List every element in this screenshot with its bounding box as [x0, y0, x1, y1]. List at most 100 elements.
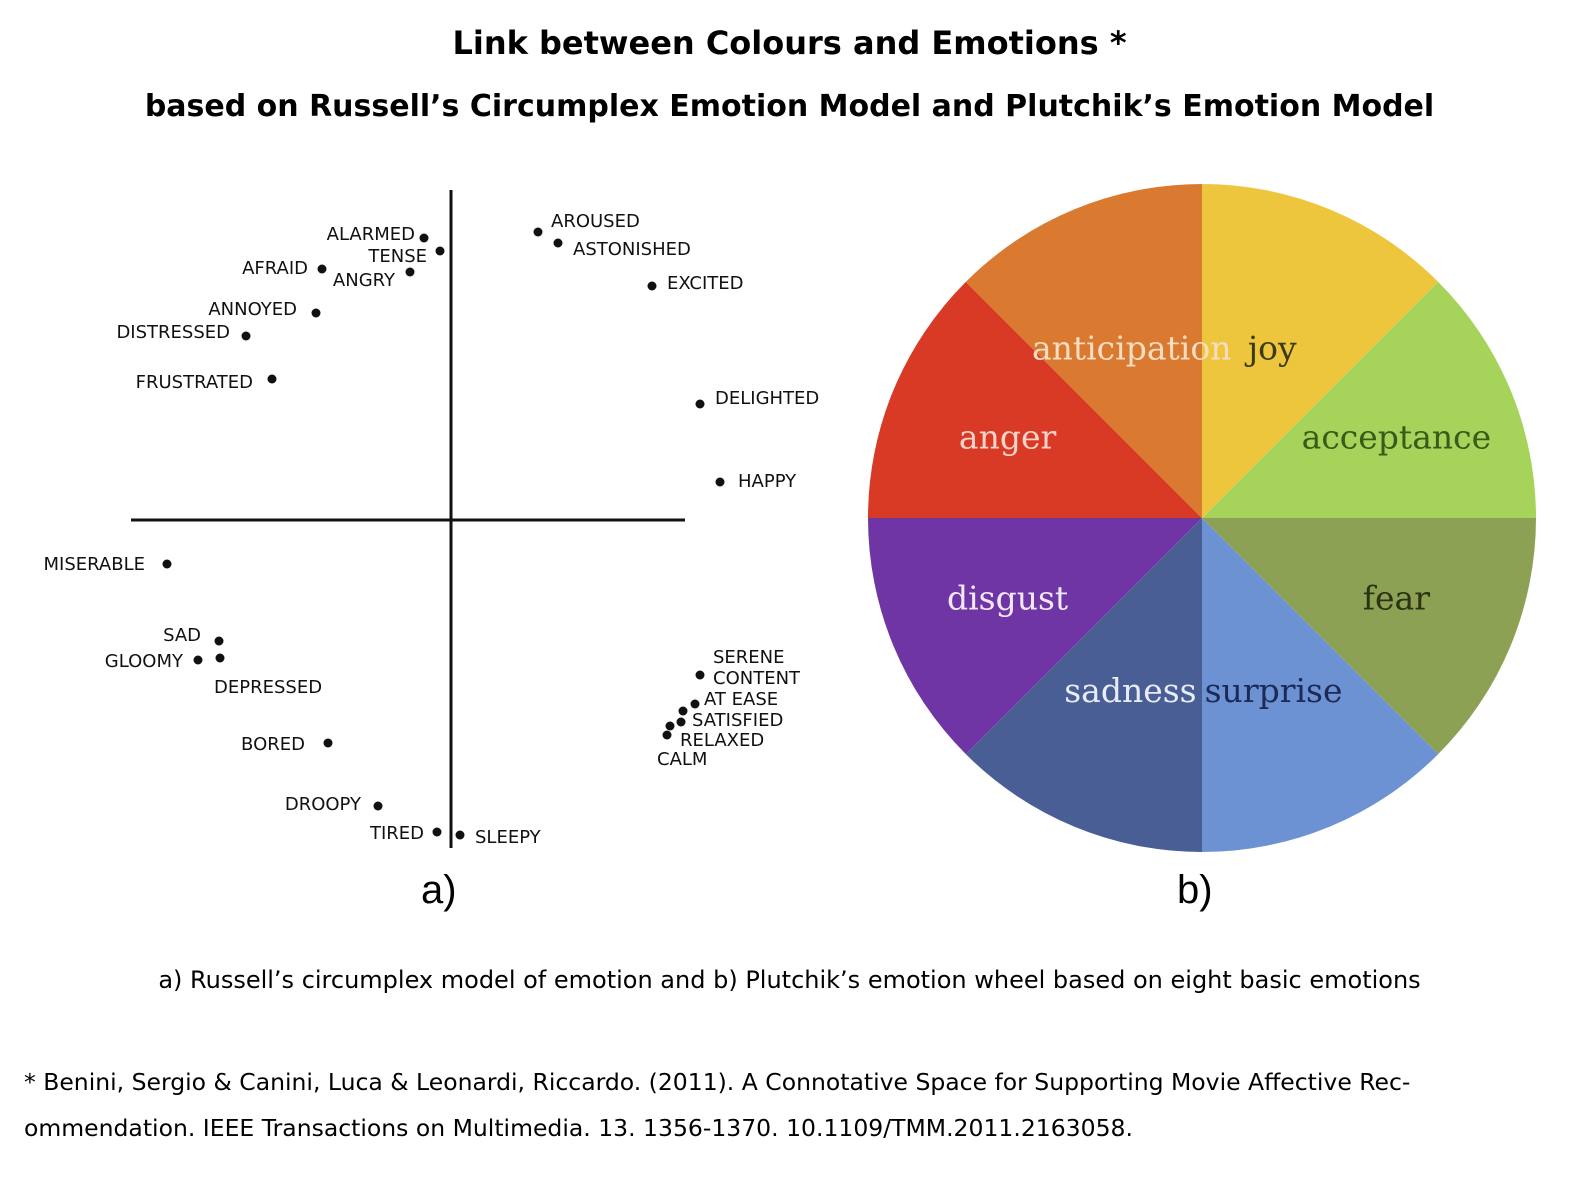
emotion-dot — [373, 801, 383, 811]
emotion-distressed: DISTRESSED — [116, 322, 251, 343]
emotion-dot — [533, 227, 543, 237]
emotion-sad: SAD — [163, 625, 224, 646]
emotion-dot — [553, 238, 563, 248]
wheel-label-acceptance: acceptance — [1302, 417, 1492, 456]
emotion-label: DELIGHTED — [715, 388, 819, 409]
page-subtitle: based on Russell’s Circumplex Emotion Mo… — [144, 89, 1435, 124]
emotion-relaxed: RELAXED — [665, 721, 764, 751]
emotion-astonished: ASTONISHED — [553, 238, 691, 260]
emotion-sleepy: SLEEPY — [455, 827, 542, 848]
emotion-label: FRUSTRATED — [136, 372, 253, 393]
emotion-dot — [662, 730, 672, 740]
emotion-dot — [647, 281, 657, 291]
emotion-droopy: DROOPY — [285, 794, 383, 815]
emotion-dot — [715, 477, 725, 487]
emotion-label: AT EASE — [704, 689, 778, 710]
emotion-label: BORED — [241, 734, 305, 755]
wheel-segment-surprise — [1202, 518, 1439, 852]
wheel-label-fear: fear — [1363, 579, 1430, 618]
emotion-aroused: AROUSED — [533, 211, 640, 237]
emotion-alarmed: ALARMED — [327, 224, 429, 245]
wheel-segment-sadness — [965, 518, 1202, 852]
emotion-label: EXCITED — [667, 273, 744, 294]
emotion-label: SAD — [163, 625, 201, 646]
emotion-label: ANGRY — [333, 270, 396, 291]
emotion-gloomy: GLOOMY — [105, 651, 203, 672]
emotion-angry: ANGRY — [333, 267, 415, 291]
wheel-segment-anticipation — [965, 184, 1202, 518]
emotion-label: SLEEPY — [475, 827, 542, 848]
emotion-content: CONTENT — [690, 668, 801, 709]
emotion-dot — [695, 670, 705, 680]
emotion-at-ease: AT EASE — [678, 689, 778, 716]
emotion-label: ALARMED — [327, 224, 415, 245]
emotion-label: GLOOMY — [105, 651, 184, 672]
emotion-dot — [665, 721, 675, 731]
emotion-tired: TIRED — [369, 823, 442, 844]
emotion-satisfied: SATISFIED — [676, 710, 783, 731]
emotion-dot — [419, 233, 429, 243]
emotion-label: HAPPY — [738, 471, 797, 492]
emotion-dot — [690, 699, 700, 709]
emotion-label: ANNOYED — [208, 299, 297, 320]
panel-a-label: a) — [421, 868, 457, 912]
reference-line-2: ommendation. IEEE Transactions on Multim… — [24, 1114, 1133, 1142]
emotion-dot — [405, 267, 415, 277]
emotion-serene: SERENE — [695, 647, 785, 680]
emotion-label: ASTONISHED — [573, 239, 691, 260]
wheel-label-joy: joy — [1244, 328, 1297, 367]
emotion-label: DEPRESSED — [214, 677, 322, 698]
emotion-happy: HAPPY — [715, 471, 797, 492]
emotion-delighted: DELIGHTED — [695, 388, 819, 409]
emotion-label: DROOPY — [285, 794, 362, 815]
page-title: Link between Colours and Emotions * — [452, 24, 1127, 62]
emotion-bored: BORED — [241, 734, 333, 755]
emotion-dot — [241, 331, 251, 341]
emotion-dot — [435, 246, 445, 256]
emotion-label: CALM — [657, 749, 707, 770]
emotion-label: AROUSED — [551, 211, 640, 232]
emotion-calm: CALM — [657, 730, 707, 770]
wheel-label-sadness: sadness — [1064, 671, 1196, 710]
panel-b-label: b) — [1177, 868, 1213, 912]
emotion-label: DISTRESSED — [116, 322, 230, 343]
reference-line-1: * Benini, Sergio & Canini, Luca & Leonar… — [24, 1068, 1411, 1096]
emotion-dot — [267, 374, 277, 384]
emotion-label: TENSE — [367, 246, 427, 267]
emotion-label: RELAXED — [680, 730, 764, 751]
emotion-dot — [317, 264, 327, 274]
emotion-dot — [676, 717, 686, 727]
wheel-label-disgust: disgust — [947, 579, 1068, 618]
emotion-label: AFRAID — [242, 258, 308, 279]
emotion-dot — [323, 738, 333, 748]
emotion-label: MISERABLE — [44, 554, 145, 575]
wheel-label-surprise: surprise — [1205, 671, 1343, 710]
wheel-label-anger: anger — [959, 417, 1057, 456]
emotion-dot — [455, 830, 465, 840]
wheel-segment-fear — [1202, 518, 1536, 755]
emotion-depressed: DEPRESSED — [214, 653, 322, 698]
emotion-dot — [214, 636, 224, 646]
emotion-dot — [432, 827, 442, 837]
figure-caption: a) Russell’s circumplex model of emotion… — [158, 966, 1421, 994]
emotion-dot — [193, 655, 203, 665]
wheel-segment-joy — [1202, 184, 1439, 518]
emotion-dot — [695, 399, 705, 409]
emotion-excited: EXCITED — [647, 273, 744, 294]
emotion-frustrated: FRUSTRATED — [136, 372, 277, 393]
emotion-miserable: MISERABLE — [44, 554, 172, 575]
wheel-segment-acceptance — [1202, 281, 1536, 518]
emotion-label: TIRED — [369, 823, 424, 844]
emotion-afraid: AFRAID — [242, 258, 327, 279]
emotion-dot — [311, 308, 321, 318]
wheel-label-anticipation: anticipation — [1032, 328, 1232, 367]
russell-circumplex-diagram: ALARMED TENSE AFRAID ANGRY ANNOYED DISTR… — [44, 190, 819, 848]
emotion-label: SATISFIED — [692, 710, 783, 731]
emotion-label: CONTENT — [713, 668, 801, 689]
emotion-dot — [678, 706, 688, 716]
emotion-label: SERENE — [713, 647, 785, 668]
emotion-dot — [162, 559, 172, 569]
emotion-tense: TENSE — [367, 246, 445, 267]
